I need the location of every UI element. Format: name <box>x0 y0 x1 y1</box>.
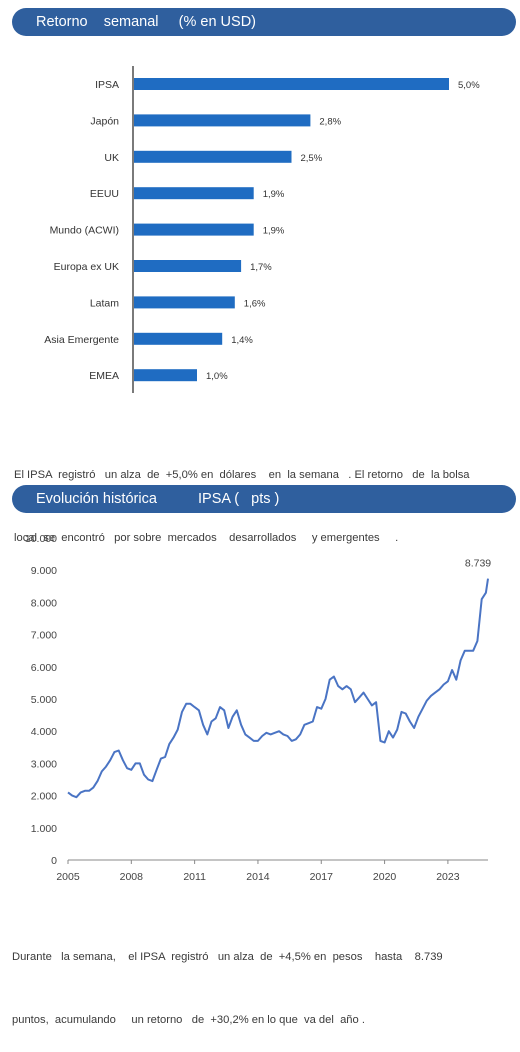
bar-category-label: EEUU <box>90 188 119 200</box>
bar-category-label: EMEA <box>89 370 119 382</box>
x-tick-label: 2020 <box>373 871 397 883</box>
ipsa-history-line-chart: 10.000 9.000 8.000 7.000 6.000 5.000 4.000 3.00… <box>25 533 491 883</box>
bar-category-label: Mundo (ACWI) <box>50 225 119 237</box>
x-tick-label: 2017 <box>310 871 334 883</box>
bar <box>134 187 254 200</box>
x-tick-label: 2011 <box>183 871 206 883</box>
x-tick-label: 2005 <box>56 871 80 883</box>
bar-value-label: 1,9% <box>263 226 285 237</box>
bar-category-label: Latam <box>90 297 119 309</box>
y-tick-label: 3.000 <box>31 758 57 770</box>
bar <box>134 150 292 163</box>
historical-title-a: Evolución histórica <box>36 491 157 507</box>
weekly-return-title: Retorno semanal (% en USD) <box>36 14 256 30</box>
paragraph2-line1: Durante la semana, el IPSA registró un a… <box>12 951 443 963</box>
historical-title-b: IPSA ( pts ) <box>198 491 280 507</box>
bar-value-label: 1,9% <box>263 189 285 200</box>
bar-category-label: IPSA <box>95 79 119 91</box>
bar-value-label: 2,5% <box>301 153 323 164</box>
paragraph1-line1: El IPSA registró un alza de +5,0% en dól… <box>14 469 470 481</box>
bar <box>134 223 254 236</box>
bar-value-label: 5,0% <box>458 80 480 91</box>
bar <box>134 369 197 382</box>
bar-category-label: UK <box>104 152 119 164</box>
bar-value-label: 2,8% <box>319 116 341 127</box>
y-tick-label: 7.000 <box>31 630 57 642</box>
x-tick-label: 2008 <box>120 871 144 883</box>
historical-header: Evolución histórica IPSA ( pts ) <box>12 485 516 513</box>
ipsa-series-line <box>67 578 489 799</box>
weekly-return-header: Retorno semanal (% en USD) <box>12 8 516 36</box>
paragraph1-line2: local se encontró por sobre mercados des… <box>14 532 399 544</box>
bar <box>134 114 311 127</box>
x-tick-label: 2023 <box>436 871 460 883</box>
y-tick-label: 0 <box>51 855 57 867</box>
paragraph2-line2: puntos, acumulando un retorno de +30,2% … <box>12 1014 365 1026</box>
bar <box>134 78 449 90</box>
y-tick-label: 1.000 <box>31 823 57 835</box>
bar-value-label: 1,4% <box>231 335 253 346</box>
bar <box>134 260 242 272</box>
bar-category-label: Japón <box>90 115 119 127</box>
bar-category-label: Asia Emergente <box>44 334 119 346</box>
last-value-annotation: 8.739 <box>465 558 491 570</box>
y-tick-label: 6.000 <box>31 662 57 674</box>
x-tick-label: 2014 <box>246 871 270 883</box>
y-tick-label: 10.000 <box>25 533 57 545</box>
y-tick-label: 4.000 <box>31 726 57 738</box>
bar <box>134 332 223 345</box>
y-tick-label: 5.000 <box>31 694 57 706</box>
ipsa-paragraph: Durante la semana, el IPSA registró un a… <box>12 905 508 1052</box>
y-tick-label: 2.000 <box>31 791 57 803</box>
bar-value-label: 1,0% <box>206 371 228 382</box>
bar-category-label: Europa ex UK <box>54 261 119 273</box>
y-tick-label: 8.000 <box>31 597 57 609</box>
y-tick-label: 9.000 <box>31 565 57 577</box>
weekly-return-bar-chart: IPSA 5,0% Japón 2,8% UK 2,5% EEUU 1,9% Mundo (AC… <box>44 66 480 393</box>
bar-value-label: 1,6% <box>244 298 266 309</box>
weekly-return-paragraph: El IPSA registró un alza de +5,0% en dól… <box>14 423 510 570</box>
bar <box>134 296 235 309</box>
bar-value-label: 1,7% <box>250 262 272 273</box>
